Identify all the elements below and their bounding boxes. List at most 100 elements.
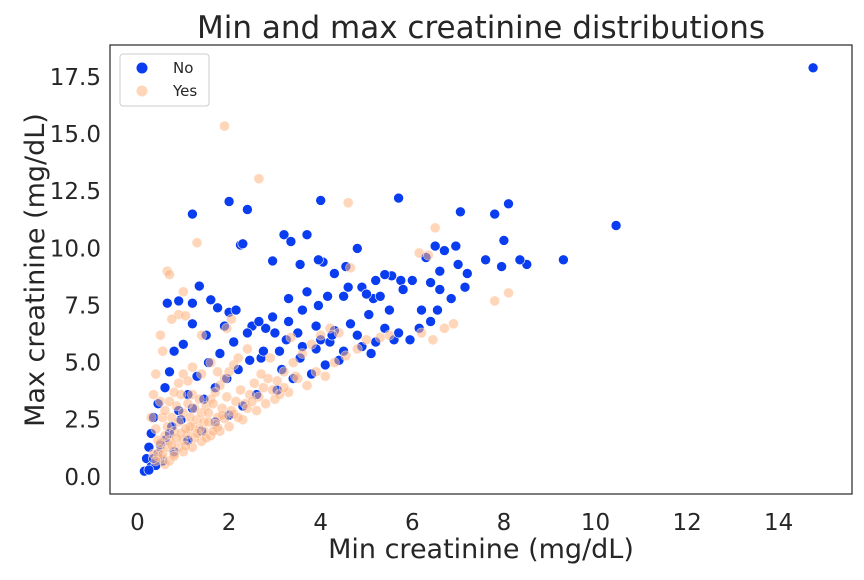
point-no	[374, 290, 386, 302]
point-yes	[416, 327, 427, 339]
point-yes	[258, 382, 269, 394]
point-yes	[205, 357, 217, 368]
point-yes	[324, 322, 336, 334]
point-yes	[264, 352, 276, 364]
point-yes	[413, 247, 425, 259]
point-yes	[301, 380, 313, 391]
point-yes	[232, 412, 244, 423]
point-no	[342, 281, 354, 293]
point-no	[143, 464, 155, 476]
point-no	[283, 316, 294, 327]
point-no	[439, 245, 450, 256]
point-no	[187, 318, 198, 330]
legend-label-yes: Yes	[172, 82, 197, 100]
point-yes	[148, 389, 159, 400]
point-yes	[278, 366, 290, 378]
point-yes	[216, 409, 228, 421]
point-no	[404, 334, 416, 346]
point-yes	[345, 262, 356, 274]
point-no	[514, 254, 526, 266]
point-no	[310, 320, 322, 332]
point-yes	[180, 310, 191, 322]
point-yes	[155, 329, 166, 341]
point-yes	[448, 318, 459, 330]
point-yes	[189, 402, 200, 414]
point-yes	[249, 377, 260, 389]
point-no	[558, 254, 569, 266]
point-no	[393, 192, 404, 204]
point-yes	[180, 423, 191, 435]
point-yes	[168, 450, 180, 462]
point-yes	[503, 287, 514, 299]
point-yes	[168, 386, 180, 398]
point-no	[498, 235, 510, 246]
point-yes	[162, 421, 173, 432]
point-no	[162, 297, 173, 309]
y-tick-label: 5.0	[64, 351, 101, 377]
point-no	[313, 300, 324, 311]
point-yes	[196, 329, 207, 341]
point-no	[450, 240, 462, 252]
y-tick-label: 15.0	[50, 122, 101, 148]
point-yes	[194, 393, 205, 405]
point-no	[393, 327, 404, 339]
point-yes	[297, 348, 308, 359]
point-no	[301, 286, 313, 298]
point-no	[363, 309, 375, 320]
point-yes	[200, 432, 212, 444]
point-no	[253, 316, 265, 327]
point-no	[244, 354, 255, 366]
point-no	[416, 304, 427, 316]
y-axis-ticks: 0.0 2.5 5.0 7.5 10.0 12.5 15.0 17.5	[50, 65, 101, 491]
point-no	[434, 265, 446, 277]
point-no	[267, 255, 278, 267]
x-tick-label: 4	[313, 510, 328, 536]
point-no	[274, 345, 285, 357]
y-tick-label: 0.0	[64, 465, 101, 491]
point-no	[223, 196, 235, 207]
plot-area	[139, 62, 819, 477]
point-yes	[253, 173, 265, 184]
point-yes	[439, 322, 450, 334]
point-no	[187, 297, 198, 309]
point-no	[370, 275, 382, 286]
point-no	[345, 318, 356, 330]
point-yes	[226, 313, 237, 325]
point-no	[429, 240, 441, 252]
point-yes	[333, 327, 345, 339]
point-yes	[207, 425, 219, 437]
point-yes	[315, 329, 327, 341]
point-no	[269, 327, 281, 339]
point-yes	[271, 375, 283, 387]
point-no	[461, 268, 473, 279]
point-yes	[212, 366, 223, 378]
point-no	[178, 338, 189, 350]
point-no	[445, 293, 457, 304]
point-no	[338, 290, 349, 302]
point-yes	[221, 322, 233, 334]
point-no	[319, 359, 331, 371]
point-no	[610, 220, 622, 231]
point-no	[301, 229, 313, 240]
point-no	[351, 329, 363, 341]
point-yes	[287, 357, 299, 368]
point-yes	[374, 332, 386, 343]
point-no	[205, 294, 217, 306]
point-yes	[242, 343, 253, 355]
point-no	[432, 304, 443, 316]
point-no	[329, 268, 340, 279]
x-tick-label: 8	[497, 510, 512, 536]
y-tick-label: 17.5	[50, 65, 101, 91]
point-yes	[223, 421, 235, 432]
point-no	[187, 208, 198, 220]
point-no	[395, 275, 407, 286]
point-no	[164, 366, 175, 378]
point-no	[173, 295, 184, 307]
point-no	[242, 204, 253, 215]
point-no	[434, 284, 446, 295]
point-yes	[232, 352, 244, 364]
point-yes	[290, 370, 301, 382]
point-yes	[384, 329, 395, 341]
x-axis-ticks: 0 2 4 6 8 10 12 14	[130, 510, 793, 536]
